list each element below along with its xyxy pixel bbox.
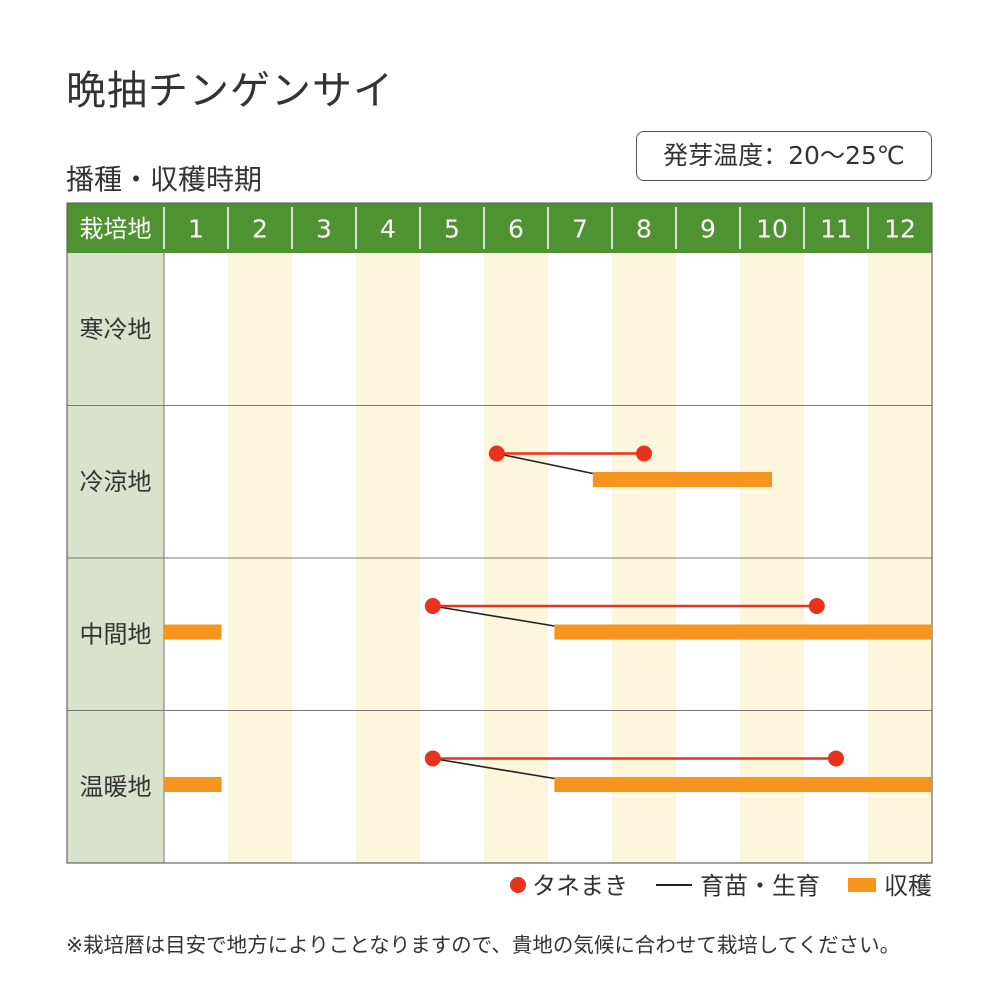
month-label: 4 xyxy=(380,215,396,244)
month-label: 11 xyxy=(820,215,852,244)
germination-temp-badge: 発芽温度：20〜25℃ xyxy=(636,131,932,181)
sowing-end-point xyxy=(808,598,825,614)
seedling-line xyxy=(432,605,555,627)
legend: タネまき 育苗・生育 収穫 xyxy=(510,868,932,904)
legend-sowing: タネまき xyxy=(510,868,628,904)
month-label: 7 xyxy=(572,215,588,244)
chart-border xyxy=(66,202,933,864)
legend-harvest-label: 収穫 xyxy=(884,872,932,900)
month-label: 5 xyxy=(444,215,460,244)
region-label: 温暖地 xyxy=(80,773,152,801)
sowing-start-point xyxy=(488,445,505,462)
header-corner-label: 栽培地 xyxy=(80,215,152,243)
sowing-end-point xyxy=(828,750,844,767)
sowing-dot-icon xyxy=(510,877,526,893)
legend-harvest: 収穫 xyxy=(848,868,932,904)
sowing-start-point xyxy=(424,750,441,767)
harvest-bar xyxy=(554,777,932,792)
region-label: 中間地 xyxy=(80,620,152,648)
seedling-line xyxy=(432,757,555,780)
chart-subtitle: 播種・収穫時期 xyxy=(66,163,263,196)
seedling-line-icon xyxy=(656,884,692,886)
footnote: ※栽培暦は目安で地方によりことなりますので、貴地の気候に合わせて栽培してください… xyxy=(66,933,901,957)
region-label: 冷涼地 xyxy=(80,468,152,496)
month-label: 6 xyxy=(508,215,524,244)
header-bar xyxy=(67,203,932,253)
month-label: 12 xyxy=(884,215,916,244)
page-title: 晩抽チンゲンサイ xyxy=(66,68,394,114)
legend-sowing-label: タネまき xyxy=(532,872,628,900)
month-label: 3 xyxy=(316,215,332,244)
month-label: 2 xyxy=(252,215,268,244)
harvest-bar xyxy=(164,777,222,792)
region-label: 寒冷地 xyxy=(80,315,152,343)
sowing-start-point xyxy=(424,598,441,614)
legend-seedling-label: 育苗・生育 xyxy=(700,872,820,900)
harvest-bar xyxy=(592,472,772,487)
seedling-line xyxy=(496,452,593,475)
month-label: 8 xyxy=(636,215,652,244)
harvest-bar xyxy=(164,624,222,640)
harvest-bar xyxy=(554,624,932,640)
month-label: 10 xyxy=(756,215,788,244)
month-label: 9 xyxy=(700,215,716,244)
legend-seedling: 育苗・生育 xyxy=(656,868,820,904)
month-label: 1 xyxy=(188,215,204,244)
sowing-end-point xyxy=(636,445,652,462)
harvest-bar-icon xyxy=(848,878,876,892)
